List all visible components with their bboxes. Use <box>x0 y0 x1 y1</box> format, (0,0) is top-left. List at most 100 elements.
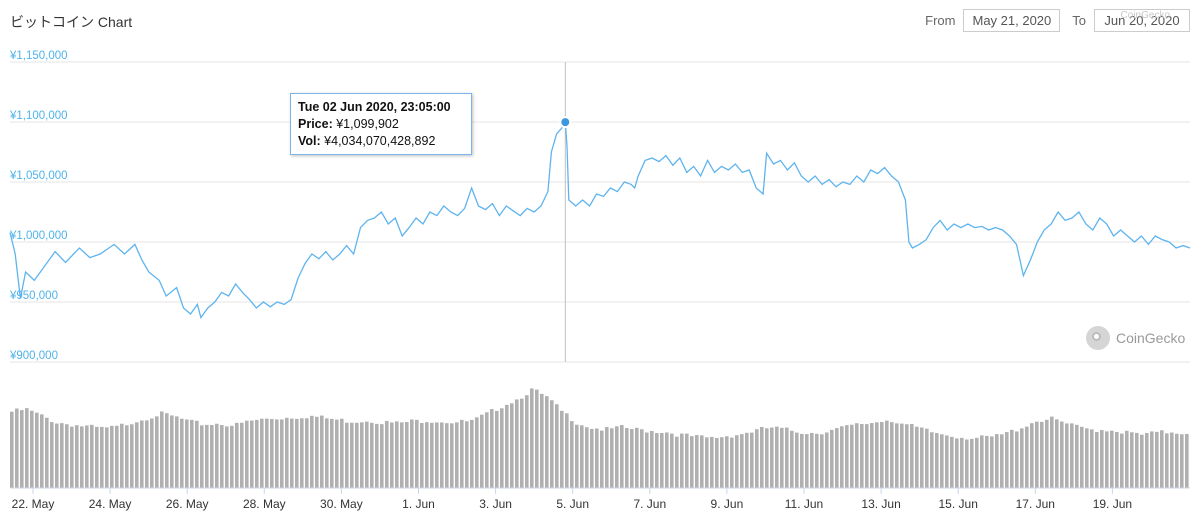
volume-bar <box>885 420 889 488</box>
volume-bars <box>10 388 1189 488</box>
volume-bar <box>1000 434 1004 488</box>
volume-bar <box>875 422 879 488</box>
volume-bar <box>720 437 724 488</box>
volume-bar <box>215 423 219 488</box>
volume-bar <box>1020 428 1024 488</box>
price-line <box>9 119 1191 320</box>
volume-bar <box>615 426 619 488</box>
volume-bar <box>450 423 454 488</box>
volume-bar <box>50 422 54 488</box>
volume-bar <box>475 417 479 488</box>
x-tick-label: 24. May <box>89 497 132 511</box>
volume-bar <box>1040 421 1044 488</box>
volume-bar <box>245 420 249 488</box>
volume-bar <box>100 426 104 488</box>
volume-bar <box>1150 431 1154 488</box>
volume-bar <box>160 411 164 488</box>
x-tick-label: 17. Jun <box>1016 497 1055 511</box>
volume-bar <box>990 436 994 488</box>
volume-bar <box>390 422 394 488</box>
volume-bar <box>555 404 559 488</box>
volume-bar <box>715 437 719 488</box>
tooltip-date: Tue 02 Jun 2020, 23:05:00 <box>298 100 451 114</box>
volume-bar <box>395 421 399 488</box>
volume-bar <box>1035 421 1039 488</box>
volume-bar <box>520 398 524 488</box>
volume-bar <box>275 419 279 488</box>
volume-bar <box>120 423 124 488</box>
volume-bar <box>535 389 539 488</box>
volume-bar <box>870 423 874 488</box>
volume-bar <box>90 424 94 488</box>
volume-bar <box>735 435 739 488</box>
volume-bar <box>135 422 139 488</box>
volume-bar <box>630 429 634 488</box>
volume-bar <box>740 434 744 488</box>
volume-bar <box>1185 433 1189 488</box>
x-tick-label: 11. Jun <box>785 497 823 511</box>
y-tick-label: ¥1,050,000 <box>9 170 68 182</box>
volume-bar <box>525 395 529 488</box>
volume-bar <box>1095 431 1099 488</box>
to-date-input[interactable]: Jun 20, 2020 <box>1094 9 1190 32</box>
volume-bar <box>205 424 209 488</box>
volume-bar <box>250 420 254 488</box>
volume-bar <box>600 430 604 488</box>
volume-bar <box>770 427 774 488</box>
volume-bar <box>260 418 264 488</box>
volume-bar <box>545 396 549 488</box>
volume-bar <box>725 436 729 488</box>
date-range: From May 21, 2020 To Jun 20, 2020 CoinGe… <box>925 9 1190 32</box>
volume-bar <box>185 419 189 488</box>
volume-bar <box>30 410 34 488</box>
volume-bar <box>890 422 894 488</box>
volume-bar <box>860 424 864 488</box>
volume-bar <box>960 437 964 488</box>
volume-bar <box>495 410 499 488</box>
x-tick-label: 3. Jun <box>479 497 512 511</box>
from-date-input[interactable]: May 21, 2020 <box>963 9 1061 32</box>
volume-bar <box>785 427 789 488</box>
volume-bar <box>690 436 694 488</box>
volume-bar <box>680 433 684 488</box>
volume-bar <box>165 413 169 488</box>
volume-bar <box>925 428 929 488</box>
volume-bar <box>440 422 444 488</box>
hover-point <box>559 116 572 129</box>
volume-bar <box>655 433 659 488</box>
volume-bar <box>455 422 459 488</box>
volume-bar <box>930 432 934 488</box>
volume-bar <box>1050 416 1054 488</box>
volume-bar <box>685 433 689 488</box>
x-tick-label: 22. May <box>12 497 55 511</box>
volume-bar <box>850 424 854 488</box>
volume-bar <box>400 422 404 488</box>
volume-bar <box>285 417 289 488</box>
volume-bar <box>1105 431 1109 488</box>
from-label: From <box>925 13 956 28</box>
volume-bar <box>95 426 99 488</box>
volume-bar <box>80 426 84 488</box>
volume-bar <box>325 418 329 488</box>
volume-bar <box>505 404 509 488</box>
volume-bar <box>155 416 159 488</box>
volume-bar <box>460 419 464 488</box>
to-label: To <box>1072 13 1086 28</box>
volume-bar <box>1055 419 1059 488</box>
x-tick-label: 1. Jun <box>402 497 435 511</box>
volume-bar <box>920 427 924 488</box>
volume-bar <box>995 434 999 488</box>
price-tooltip: Tue 02 Jun 2020, 23:05:00 Price: ¥1,099,… <box>290 93 472 155</box>
volume-bar <box>280 419 284 488</box>
tooltip-vol-label: Vol: <box>298 134 321 148</box>
volume-bar <box>140 420 144 488</box>
coingecko-logo: CoinGecko <box>1086 326 1185 350</box>
volume-bar <box>85 425 89 488</box>
volume-bar <box>435 422 439 488</box>
volume-bar <box>1140 434 1144 488</box>
y-axis-labels: ¥1,150,000 ¥1,100,000 ¥1,050,000 ¥1,000,000… <box>9 50 68 362</box>
volume-bar <box>1135 432 1139 488</box>
volume-bar <box>595 428 599 488</box>
volume-bar <box>75 425 79 488</box>
